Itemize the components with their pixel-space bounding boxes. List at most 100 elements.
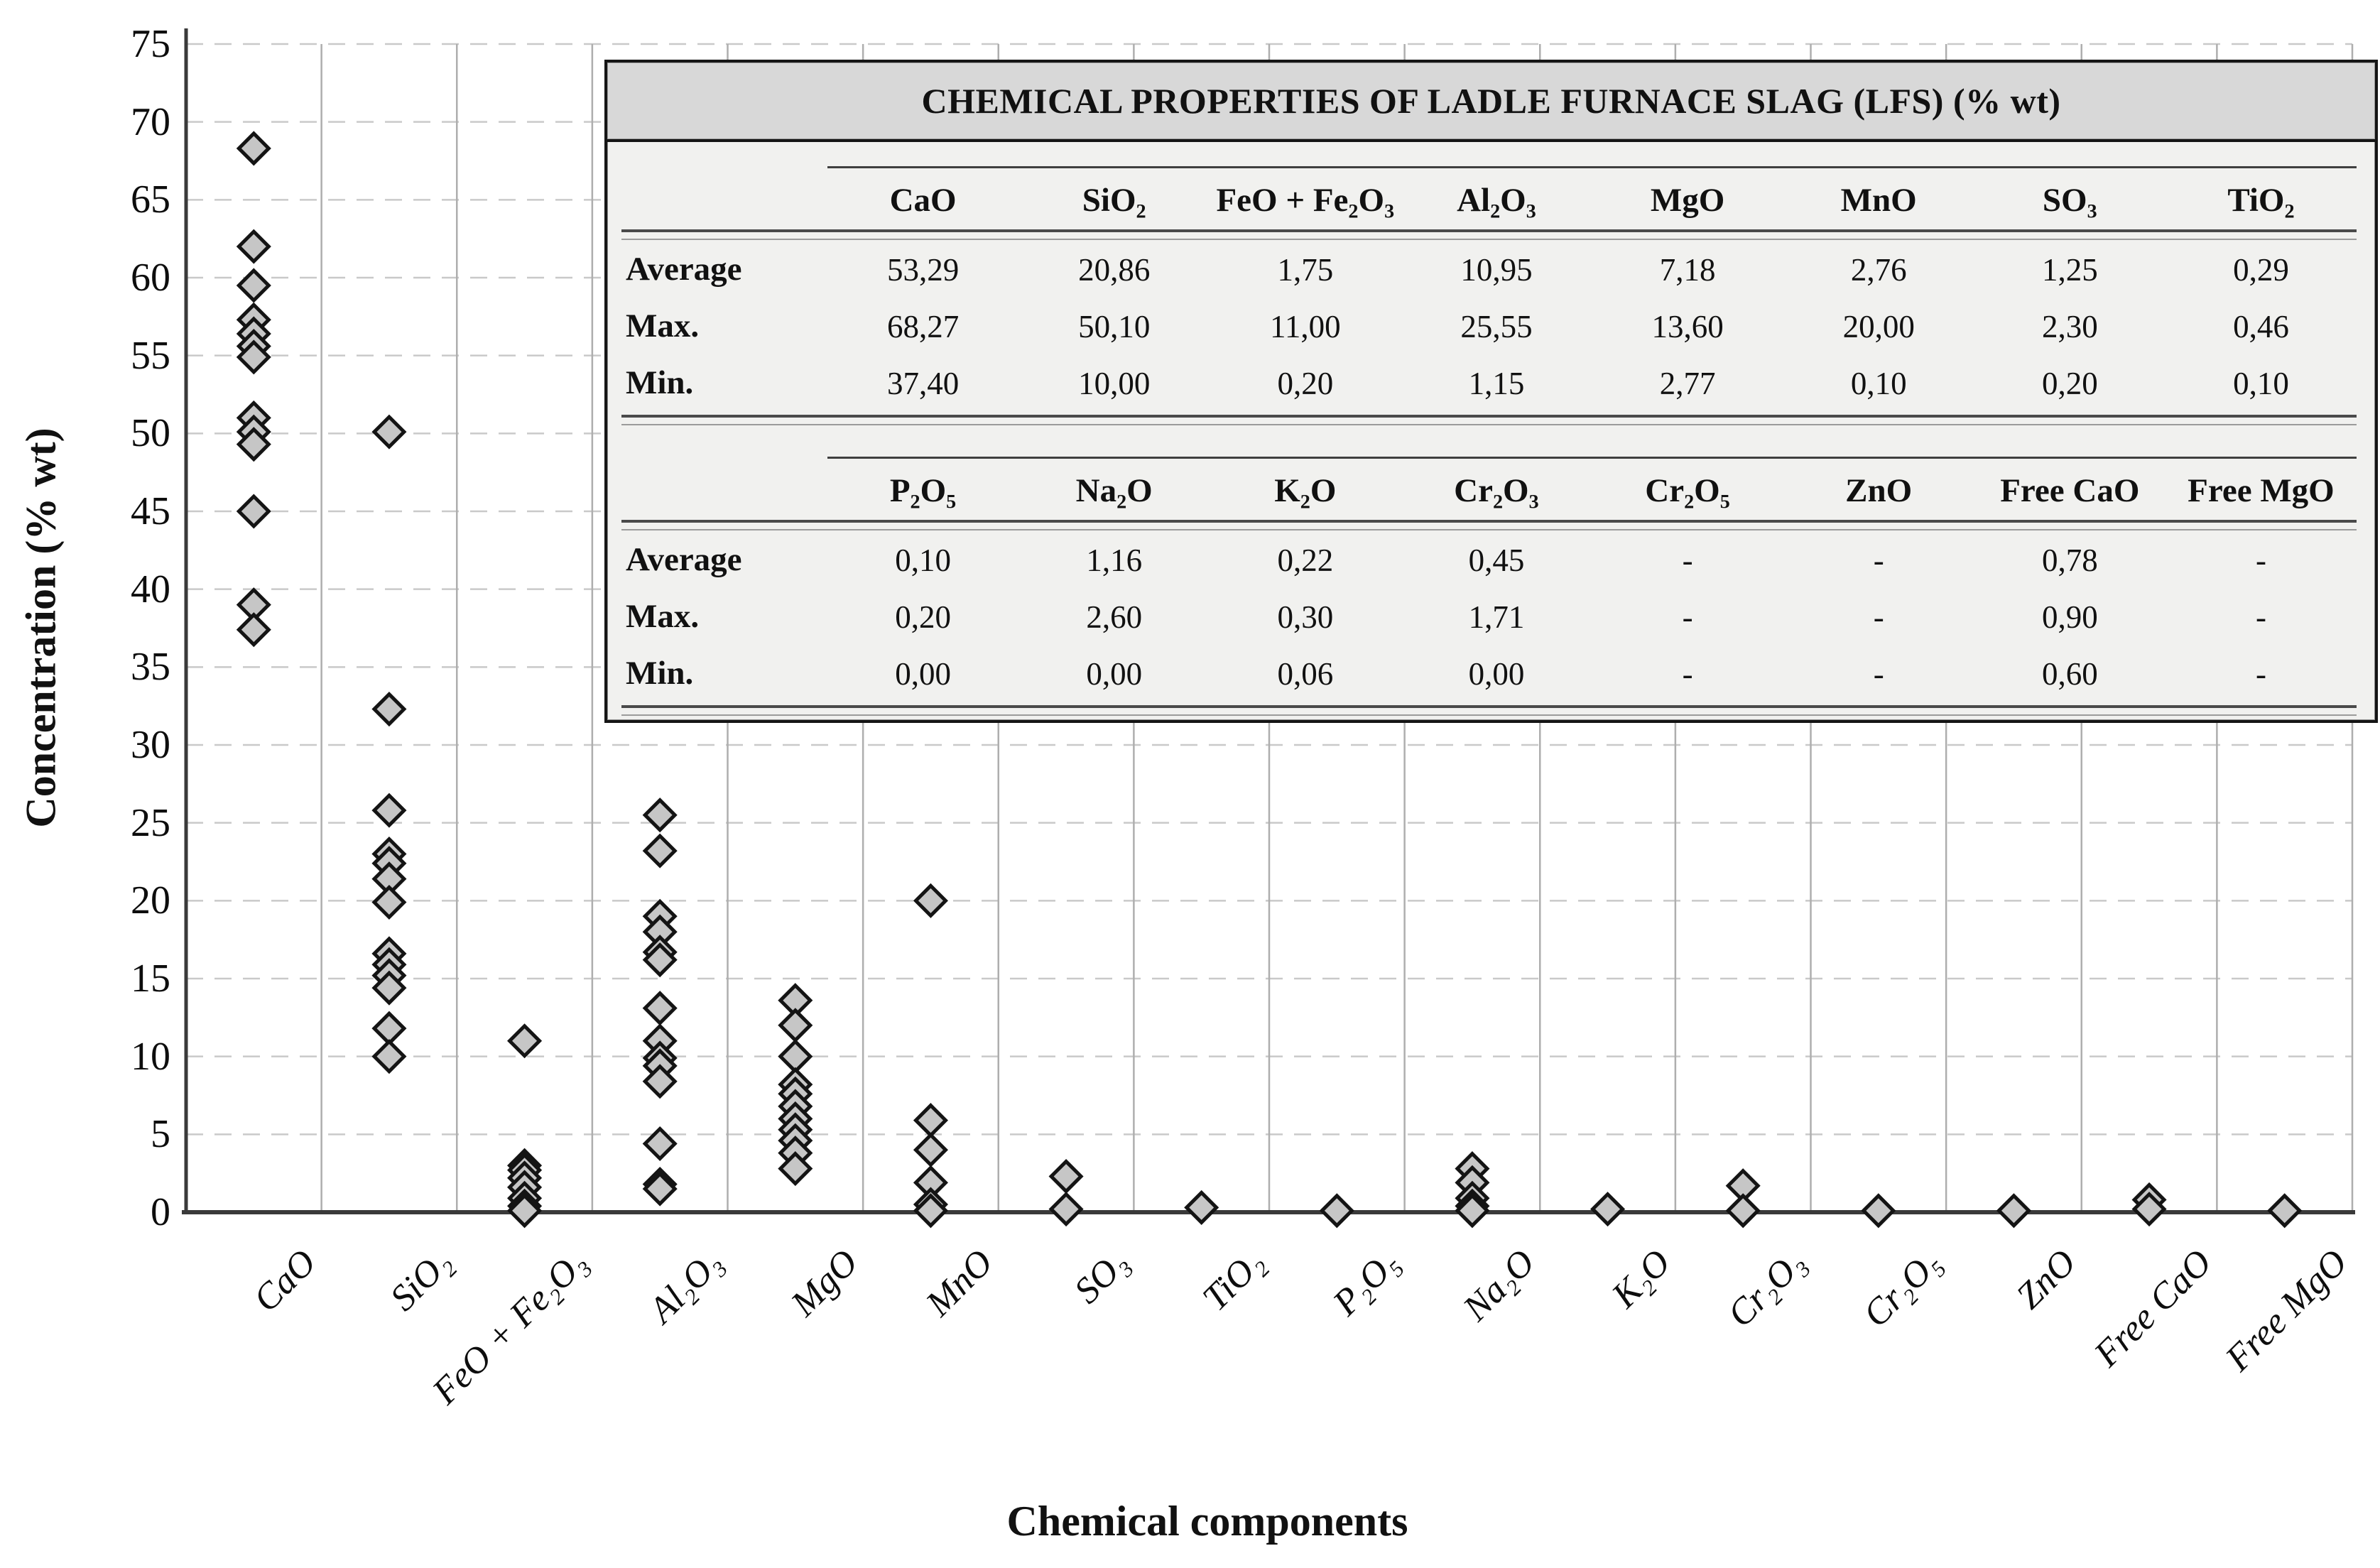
y-axis-title: Concentration (% wt): [17, 428, 65, 828]
y-tick-label: 5: [151, 1112, 170, 1157]
data-point-marker: [371, 970, 407, 1006]
y-tick-label: 50: [131, 411, 170, 456]
table-column-header: ZnO: [1783, 457, 1974, 520]
data-point-marker: [1455, 1193, 1490, 1229]
table-cell: 2,30: [2041, 309, 2098, 344]
data-point-marker: [1048, 1159, 1084, 1194]
data-point-marker: [2131, 1192, 2167, 1227]
y-tick-label: 60: [131, 256, 170, 300]
data-point-marker: [913, 1132, 948, 1167]
data-point-marker: [642, 1171, 678, 1207]
data-point-marker: [236, 339, 271, 375]
data-point-marker: [236, 229, 271, 264]
data-point-marker: [1590, 1192, 1626, 1227]
table-column-header: P₂O₅: [827, 457, 1019, 520]
table-cell: 13,60: [1651, 309, 1724, 344]
table-cell: 2,60: [1086, 599, 1143, 635]
table-cell: 0,20: [1277, 366, 1334, 401]
table-column-header: MnO: [1783, 166, 1974, 229]
y-tick-label: 30: [131, 723, 170, 767]
x-axis-title: Chemical components: [1006, 1498, 1408, 1545]
y-tick-label: 10: [131, 1034, 170, 1079]
table-cell: 0,06: [1277, 656, 1334, 692]
table-cell: 1,16: [1086, 543, 1143, 578]
table-cell: 11,00: [1270, 309, 1341, 344]
table-cell: 0,22: [1277, 543, 1334, 578]
table-cell: 0,10: [895, 543, 951, 578]
data-point-marker: [236, 612, 271, 648]
table-row-label: Max.: [626, 307, 700, 344]
data-point-marker: [1996, 1193, 2031, 1229]
table-cell: 20,86: [1078, 252, 1151, 288]
table-cell: 0,78: [2041, 543, 2098, 578]
table-cell: 0,00: [895, 656, 951, 692]
table-cell: -: [1682, 543, 1693, 578]
table-cell: 10,95: [1460, 252, 1533, 288]
table-corner-cell: [621, 207, 827, 229]
data-point-marker: [371, 414, 407, 450]
table-cell: 0,20: [2041, 366, 2098, 401]
section-bottom-rule: [621, 415, 2357, 425]
table-cell: -: [2255, 656, 2266, 692]
table-column-header: Free CaO: [1974, 457, 2166, 520]
table-cell: 10,00: [1078, 366, 1151, 401]
table-cell: 0,00: [1468, 656, 1525, 692]
data-point-marker: [1725, 1193, 1761, 1229]
table-cell: -: [1682, 599, 1693, 635]
header-rule: [621, 520, 2357, 530]
table-column-header: SO₃: [1974, 166, 2166, 229]
y-tick-label: 65: [131, 178, 170, 222]
table-cell: 1,15: [1468, 366, 1525, 401]
table-cell: -: [1873, 656, 1884, 692]
data-point-marker: [913, 1103, 948, 1138]
table-cell: 7,18: [1659, 252, 1716, 288]
data-point-marker: [371, 793, 407, 828]
table-section: CaO SiO₂ FeO + Fe₂O₃ Al₂O₃ MgO MnO SO₃ TiO₂ Aver…: [621, 166, 2357, 425]
y-tick-label: 45: [131, 489, 170, 533]
table-column-header: TiO₂: [2165, 166, 2357, 229]
table-column-header: MgO: [1592, 166, 1783, 229]
table-cell: 0,30: [1277, 599, 1334, 635]
data-point-marker: [642, 1064, 678, 1099]
data-point-marker: [778, 1151, 813, 1187]
data-point-marker: [371, 884, 407, 920]
data-point-marker: [778, 1039, 813, 1074]
data-point-marker: [778, 1008, 813, 1043]
data-point-marker: [1861, 1193, 1896, 1229]
table-corner-cell: [621, 497, 827, 520]
table-cell: 0,45: [1468, 543, 1525, 578]
header-rule: [621, 229, 2357, 240]
table-cell: 68,27: [886, 309, 960, 344]
table-section: P₂O₅ Na₂O K₂O Cr₂O₃ Cr₂O₅ ZnO Free CaO Free MgO…: [621, 457, 2357, 716]
data-point-marker: [236, 427, 271, 462]
table-cell: -: [1682, 656, 1693, 692]
table-cell: 37,40: [886, 366, 960, 401]
table-column-header: FeO + Fe₂O₃: [1210, 166, 1401, 229]
y-tick-label: 75: [131, 22, 170, 66]
data-point-marker: [642, 991, 678, 1026]
y-tick-label: 15: [131, 957, 170, 1001]
y-tick-label: 25: [131, 800, 170, 845]
data-point-marker: [642, 942, 678, 978]
table-row-label: Min.: [626, 655, 694, 692]
data-point-marker: [642, 833, 678, 869]
table-row-label: Average: [626, 251, 742, 288]
y-tick-label: 55: [131, 333, 170, 378]
data-point-marker: [507, 1023, 543, 1059]
table-cell: 0,90: [2041, 599, 2098, 635]
data-point-marker: [371, 1011, 407, 1046]
table-cell: 1,71: [1468, 599, 1525, 635]
table-column-header: Cr₂O₅: [1592, 457, 1783, 520]
table-cell: 50,10: [1078, 309, 1151, 344]
data-point-marker: [371, 1039, 407, 1074]
table-title: CHEMICAL PROPERTIES OF LADLE FURNACE SLA…: [607, 62, 2375, 142]
table-column-header: Na₂O: [1018, 457, 1210, 520]
table-cell: 1,25: [2041, 252, 2098, 288]
data-point-marker: [642, 1126, 678, 1162]
table-row-label: Average: [626, 541, 742, 578]
data-point-marker: [2267, 1193, 2303, 1229]
data-point-marker: [1184, 1189, 1219, 1225]
y-tick-label: 70: [131, 99, 170, 144]
table-column-header: K₂O: [1210, 457, 1401, 520]
table-cell: -: [2255, 599, 2266, 635]
